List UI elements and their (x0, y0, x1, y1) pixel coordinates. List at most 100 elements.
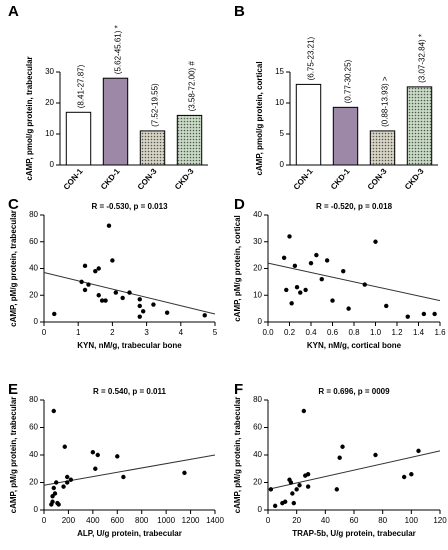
y-tick-label: 40 (253, 210, 262, 219)
point (409, 472, 414, 477)
point (137, 297, 142, 302)
point (294, 285, 300, 290)
point (283, 499, 288, 504)
x-tick-label: 0.8 (348, 328, 360, 337)
point (305, 472, 311, 477)
point (294, 487, 299, 492)
point (103, 298, 108, 303)
x-axis-label: KYN, nM/g, trabecular bone (77, 341, 182, 350)
panel-label: E (8, 381, 18, 398)
y-tick-label: 0 (258, 505, 263, 514)
y-tick-label: 20 (29, 290, 38, 299)
point (164, 310, 170, 315)
chart-title: R = -0.530, p = 0.013 (91, 202, 168, 211)
point (86, 282, 91, 287)
bar-annotation: (5.62-45.61) * (114, 25, 123, 74)
x-tick-label: 80 (378, 516, 387, 525)
point (314, 252, 319, 258)
bar-annotation: (0.88-13.93) > (381, 76, 390, 127)
point (51, 485, 56, 491)
panel-label: C (8, 196, 19, 213)
y-tick-label: 5 (280, 129, 285, 138)
point (301, 408, 307, 414)
point (202, 313, 207, 318)
x-tick-label: 5 (213, 328, 218, 337)
point (297, 483, 302, 488)
point (401, 474, 407, 480)
bar-annotation: (3.58-72.00) # (188, 61, 197, 112)
chart-title: R = 0.540, p = 0.011 (93, 387, 166, 396)
x-tick-label: 60 (350, 516, 359, 525)
x-tick-label: 1.6 (434, 328, 446, 337)
x-tick-label: 2 (110, 328, 115, 337)
x-tick-label: CON-3 (366, 166, 389, 191)
point (115, 454, 120, 459)
x-tick-label: 0 (42, 328, 47, 337)
x-tick-label: 800 (135, 516, 149, 525)
x-tick-label: 0.0 (262, 328, 274, 337)
point (65, 480, 70, 485)
x-tick-label: CKD-1 (329, 166, 352, 191)
point (292, 263, 298, 269)
point (384, 303, 389, 309)
point (373, 452, 378, 458)
y-tick-label: 10 (253, 290, 262, 299)
point (110, 258, 115, 263)
x-tick-label: 1.2 (391, 328, 403, 337)
point (405, 314, 410, 319)
point (140, 309, 146, 314)
bar (176, 114, 203, 166)
point (308, 260, 314, 266)
y-tick-label: 20 (45, 98, 54, 107)
point (362, 282, 367, 287)
point (305, 484, 311, 489)
point (137, 303, 142, 309)
x-tick-label: 0 (266, 516, 271, 525)
point (68, 477, 74, 482)
point (106, 223, 112, 228)
bar (406, 86, 433, 166)
bar (65, 111, 92, 166)
point (79, 279, 84, 285)
point (303, 287, 308, 293)
trend-line (267, 262, 441, 302)
point (121, 474, 126, 480)
point (416, 448, 421, 454)
x-tick-label: CON-3 (136, 166, 159, 191)
point (90, 450, 96, 455)
point (337, 455, 342, 460)
x-tick-label: 0 (42, 516, 47, 525)
y-tick-label: 60 (29, 423, 38, 432)
point (56, 502, 61, 507)
point (290, 491, 295, 496)
y-axis-label: cAMP, pM/g protein, trabecular (9, 397, 18, 514)
point (341, 268, 346, 274)
point (288, 480, 294, 485)
point (50, 494, 55, 499)
point (82, 263, 88, 269)
point (93, 268, 98, 274)
bar-annotation: (6.75-23.21) (307, 36, 316, 80)
x-tick-label: 1 (76, 328, 81, 337)
x-tick-label: 0.2 (284, 328, 296, 337)
x-axis-label: TRAP-5b, U/g protein, trabecular (292, 529, 416, 538)
y-axis-label: cAMP, pM/g protein, trabecular (9, 210, 18, 327)
y-tick-label: 60 (29, 237, 38, 246)
point (319, 277, 324, 282)
y-axis-label: cAMP, pmol/g protein, cortical (255, 61, 264, 175)
point (50, 499, 55, 504)
x-tick-label: CKD-3 (173, 166, 196, 191)
x-tick-label: 600 (111, 516, 125, 525)
bar-annotation: (3.07-32.84) * (418, 34, 427, 83)
y-tick-label: 40 (29, 450, 38, 459)
bar (369, 130, 396, 166)
point (421, 311, 427, 317)
y-tick-label: 80 (253, 395, 262, 404)
y-tick-label: 40 (29, 264, 38, 273)
x-tick-label: CKD-1 (99, 166, 122, 191)
panel-label: F (234, 381, 243, 398)
y-tick-label: 40 (253, 450, 262, 459)
y-tick-label: 20 (29, 478, 38, 487)
point (151, 302, 156, 307)
